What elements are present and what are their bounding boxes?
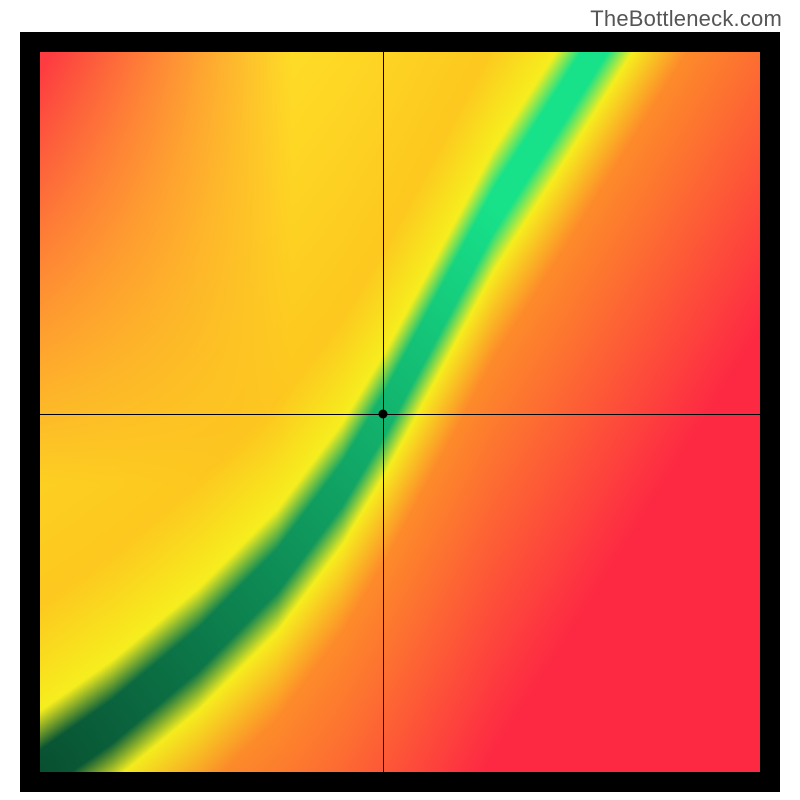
crosshair-horizontal-line — [40, 414, 760, 415]
page-container: TheBottleneck.com — [0, 0, 800, 800]
plot-frame — [20, 32, 780, 792]
watermark-text: TheBottleneck.com — [590, 6, 782, 32]
bottleneck-heatmap — [40, 52, 760, 772]
crosshair-marker-dot[interactable] — [379, 410, 388, 419]
